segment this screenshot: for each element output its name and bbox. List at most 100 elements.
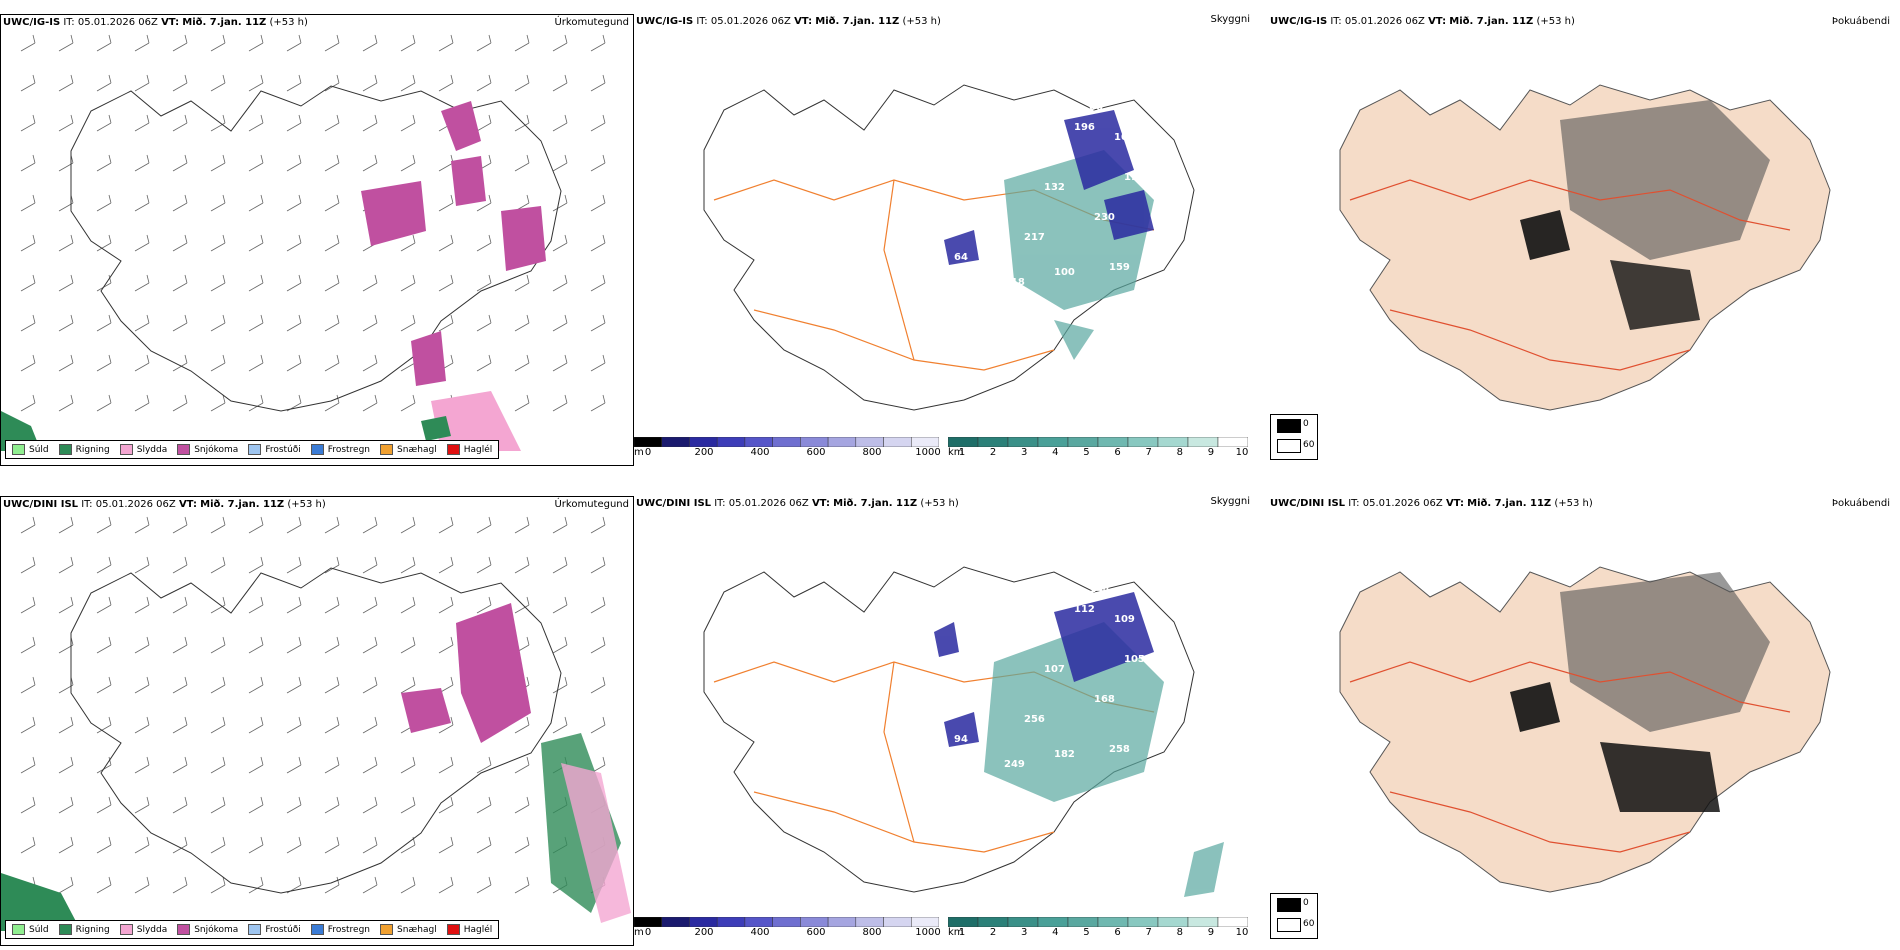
legend-label: Snjókoma bbox=[194, 925, 239, 935]
wind-barb bbox=[400, 796, 416, 814]
model-name: UWC/IG-IS bbox=[1270, 16, 1328, 27]
wind-barb bbox=[476, 34, 492, 52]
wind-barb bbox=[438, 596, 454, 614]
wind-barb bbox=[134, 516, 150, 534]
colorbar-tick: 1 bbox=[958, 927, 966, 938]
wind-barb bbox=[172, 194, 188, 212]
colorbar-tick: 5 bbox=[1083, 927, 1090, 938]
wind-barb bbox=[324, 636, 340, 654]
legend-item: Frostúði bbox=[248, 924, 301, 935]
wind-barb bbox=[172, 394, 188, 412]
wind-barb bbox=[58, 556, 74, 574]
wind-barb bbox=[400, 234, 416, 252]
cloud-panel-top: UWC/IG-IS IT: 05.01.2026 06Z VT: Mið. 7.… bbox=[634, 14, 1270, 466]
wind-barb bbox=[20, 314, 36, 332]
wind-barb bbox=[362, 516, 378, 534]
legend-label: Snæhagl bbox=[397, 445, 437, 455]
wind-barb bbox=[590, 716, 606, 734]
wind-barb bbox=[96, 194, 112, 212]
wind-barb bbox=[438, 194, 454, 212]
wind-barb bbox=[20, 676, 36, 694]
panel-header: UWC/DINI ISL IT: 05.01.2026 06Z VT: Mið.… bbox=[3, 497, 633, 513]
cloud-base-label: 100 bbox=[1054, 267, 1075, 278]
wind-barb bbox=[438, 274, 454, 292]
wind-barb bbox=[400, 636, 416, 654]
legend-item: Slydda bbox=[119, 924, 168, 935]
wind-barb bbox=[590, 556, 606, 574]
panel-title: Þokuábendi bbox=[1831, 498, 1890, 509]
wind-barb bbox=[172, 636, 188, 654]
colorbar-tick: 800 bbox=[862, 447, 882, 458]
colorbar-cell bbox=[977, 437, 1009, 447]
colorbar-unit: km bbox=[948, 447, 964, 458]
colorbar-cell bbox=[634, 917, 662, 927]
colorbar-tick: 9 bbox=[1207, 927, 1215, 938]
wind-barb bbox=[552, 636, 568, 654]
wind-barb bbox=[20, 234, 36, 252]
wind-barb bbox=[58, 114, 74, 132]
wind-barb bbox=[210, 154, 226, 172]
wind-barb bbox=[286, 796, 302, 814]
fog-areas bbox=[1520, 100, 1770, 330]
wind-barb bbox=[172, 234, 188, 252]
wind-barb bbox=[438, 556, 454, 574]
colorbar-cell bbox=[1067, 437, 1099, 447]
wind-barb bbox=[210, 876, 226, 894]
legend-swatch bbox=[310, 444, 324, 455]
wind-barb bbox=[96, 154, 112, 172]
wind-barb bbox=[210, 194, 226, 212]
cloud-map: 94 109 144 249 182 256 258 112 107 105 168 bbox=[703, 566, 1224, 897]
legend-label: Súld bbox=[29, 925, 49, 935]
wind-barb bbox=[248, 676, 264, 694]
fog-panel-top: UWC/IG-IS IT: 05.01.2026 06Z VT: Mið. 7.… bbox=[1270, 14, 1900, 466]
colorbar-tick: 4 bbox=[1052, 927, 1059, 938]
legend-label: Snjókoma bbox=[194, 445, 239, 455]
wind-barb bbox=[172, 354, 188, 372]
legend-label: Frostúði bbox=[265, 445, 301, 455]
wind-barb bbox=[324, 74, 340, 92]
legend-label: Frostúði bbox=[265, 925, 301, 935]
cloud-base-label: 159 bbox=[1109, 262, 1130, 273]
cloud-base-label: 19 bbox=[1124, 172, 1138, 183]
legend-swatch bbox=[380, 444, 394, 455]
wind-barb bbox=[552, 596, 568, 614]
wind-barb bbox=[362, 154, 378, 172]
wind-barb bbox=[552, 716, 568, 734]
wind-barb bbox=[324, 154, 340, 172]
wind-barb bbox=[324, 516, 340, 534]
wind-barb bbox=[134, 636, 150, 654]
wind-barb bbox=[58, 756, 74, 774]
wind-barb bbox=[590, 354, 606, 372]
visibility-colorbar-ticks: km 1 2 3 4 5 6 7 8 9 10 bbox=[948, 927, 1248, 939]
iceland-outline bbox=[70, 85, 562, 412]
wind-barb bbox=[438, 876, 454, 894]
wind-barb bbox=[286, 274, 302, 292]
wind-barb bbox=[210, 74, 226, 92]
legend-swatch bbox=[58, 924, 72, 935]
wind-barb bbox=[134, 114, 150, 132]
wind-barb bbox=[590, 314, 606, 332]
wind-barb bbox=[210, 556, 226, 574]
colorbar-cell bbox=[1127, 917, 1159, 927]
legend-swatch bbox=[119, 444, 133, 455]
wind-barb bbox=[134, 194, 150, 212]
wind-barb bbox=[590, 194, 606, 212]
iceland-outline bbox=[703, 566, 1195, 893]
colorbar-tick: 6 bbox=[1114, 927, 1121, 938]
wind-barb bbox=[210, 354, 226, 372]
colorbar-cell bbox=[883, 917, 912, 927]
wind-barb bbox=[476, 796, 492, 814]
legend-label: Haglél bbox=[463, 925, 493, 935]
wind-barb bbox=[400, 676, 416, 694]
wind-barb bbox=[590, 234, 606, 252]
wind-barb bbox=[590, 394, 606, 412]
legend-label: Slydda bbox=[136, 925, 168, 935]
colorbar-cell bbox=[689, 917, 718, 927]
wind-barb bbox=[172, 716, 188, 734]
colorbar-cell bbox=[1007, 437, 1039, 447]
vt-label: VT: bbox=[794, 16, 813, 27]
vt-label: VT: bbox=[1445, 498, 1464, 509]
wind-barb bbox=[400, 876, 416, 894]
wind-barb bbox=[210, 756, 226, 774]
wind-barb bbox=[134, 394, 150, 412]
